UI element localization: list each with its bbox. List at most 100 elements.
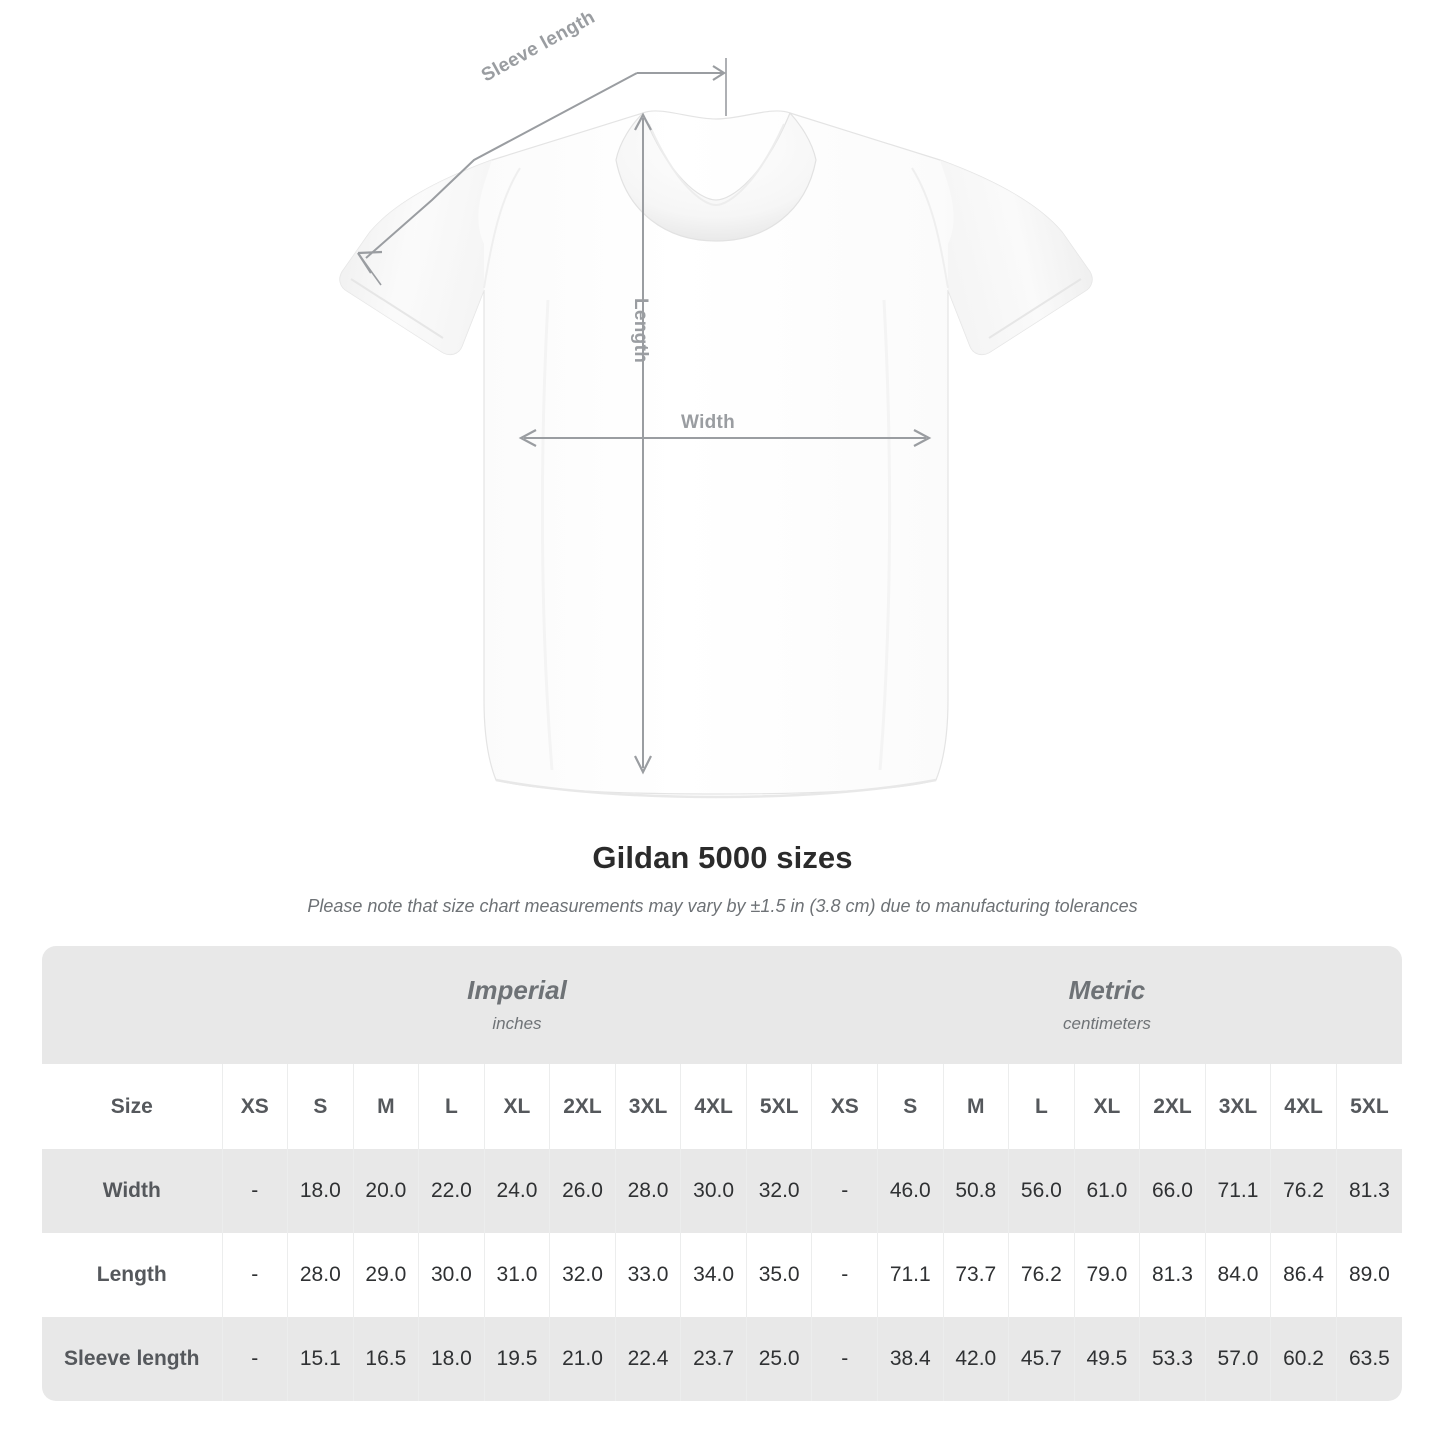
measurement-cell: 35.0: [745, 1233, 812, 1317]
table-row: Width -18.0 20.0 22.0 24.0 26.0 28.0 30.0 32.0-4…: [42, 1149, 1402, 1233]
table-row: Length -28.0 29.0 30.0 31.0 32.0 33.0 34.0 35.0-…: [42, 1233, 1402, 1317]
measurement-cell: 15.1: [287, 1317, 354, 1401]
measurement-cell: 18.0: [287, 1149, 354, 1233]
measurement-cell: 46.0: [876, 1149, 944, 1233]
measurement-cell: 63.5: [1335, 1317, 1402, 1401]
measurement-cell: 34.0: [680, 1233, 747, 1317]
size-column-header: 2XL: [549, 1064, 616, 1149]
measurement-cell: 57.0: [1204, 1317, 1271, 1401]
size-column-header: 5XL: [745, 1064, 812, 1149]
length-label: Length: [630, 298, 651, 364]
unit-banner-row: Imperial inches Metric centimeters: [42, 946, 1402, 1064]
tshirt-diagram: Sleeve length Length Width: [339, 6, 1093, 799]
measurement-cell: 81.3: [1139, 1233, 1206, 1317]
measurement-cell: 81.3: [1335, 1149, 1402, 1233]
measurement-cell: 31.0: [483, 1233, 550, 1317]
measurement-cell: 21.0: [549, 1317, 616, 1401]
row-header-width: Width: [42, 1149, 222, 1233]
measurement-cell: 56.0: [1008, 1149, 1075, 1233]
title-block: Gildan 5000 sizes Please note that size …: [0, 840, 1445, 917]
measurement-cell: 19.5: [483, 1317, 550, 1401]
measurement-cell: -: [811, 1233, 878, 1317]
sleeve-length-guide: [357, 58, 727, 286]
measurement-cell: 76.2: [1008, 1233, 1075, 1317]
measurement-cell: 61.0: [1073, 1149, 1140, 1233]
length-guide: [634, 112, 652, 775]
unit-group-metric: Metric centimeters: [811, 946, 1402, 1064]
size-column-header: 4XL: [680, 1064, 747, 1149]
size-column-header: XS: [811, 1064, 878, 1149]
size-column-header: XL: [1073, 1064, 1140, 1149]
measurement-cell: 50.8: [942, 1149, 1009, 1233]
measurement-cell: 22.4: [614, 1317, 681, 1401]
measurement-cell: 53.3: [1139, 1317, 1206, 1401]
measurement-cell: 66.0: [1139, 1149, 1206, 1233]
size-column-header: S: [287, 1064, 354, 1149]
size-column-header: 2XL: [1139, 1064, 1206, 1149]
measurement-cell: 73.7: [942, 1233, 1009, 1317]
measurement-cell: 25.0: [745, 1317, 812, 1401]
measurement-cell: 32.0: [549, 1233, 616, 1317]
measurement-cell: 49.5: [1073, 1317, 1140, 1401]
measurement-cell: 26.0: [549, 1149, 616, 1233]
tshirt-illustration: [339, 58, 1093, 799]
measurement-cell: 89.0: [1335, 1233, 1402, 1317]
size-column-header: L: [1008, 1064, 1075, 1149]
measurement-cell: -: [221, 1317, 288, 1401]
measurement-cell: 84.0: [1204, 1233, 1271, 1317]
size-column-header: 3XL: [614, 1064, 681, 1149]
measurement-cell: 45.7: [1008, 1317, 1075, 1401]
measurement-cell: 32.0: [745, 1149, 812, 1233]
measurement-cell: 29.0: [352, 1233, 419, 1317]
measurement-cell: 20.0: [352, 1149, 419, 1233]
unit-subtitle: inches: [492, 1013, 542, 1033]
measurement-cell: 16.5: [352, 1317, 419, 1401]
measurement-cell: 33.0: [614, 1233, 681, 1317]
measurement-cell: 22.0: [418, 1149, 485, 1233]
size-header-row: Size XS S M L XL 2XL 3XL 4XL 5XL XS S M L XL 2XL 3XL 4XL 5…: [42, 1064, 1402, 1149]
measurement-cell: -: [221, 1149, 288, 1233]
measurement-cell: 79.0: [1073, 1233, 1140, 1317]
size-column-header: 3XL: [1204, 1064, 1271, 1149]
row-header-sleeve-length: Sleeve length: [42, 1317, 222, 1401]
measurement-cell: 42.0: [942, 1317, 1009, 1401]
shirt-body: [339, 110, 1093, 799]
size-column-header: L: [418, 1064, 485, 1149]
measurement-cell: 71.1: [1204, 1149, 1271, 1233]
size-column-header: 4XL: [1270, 1064, 1337, 1149]
unit-subtitle: centimeters: [1063, 1013, 1151, 1033]
size-column-header: 5XL: [1335, 1064, 1402, 1149]
table-row: Sleeve length -15.1 16.5 18.0 19.5 21.0 22.4 23…: [42, 1317, 1402, 1401]
size-column-header: M: [942, 1064, 1009, 1149]
size-column-header: S: [876, 1064, 944, 1149]
measurement-cell: 38.4: [876, 1317, 944, 1401]
measurement-cell: 71.1: [876, 1233, 944, 1317]
measurement-cell: 60.2: [1270, 1317, 1337, 1401]
size-column-header: M: [352, 1064, 419, 1149]
measurement-cell: 18.0: [418, 1317, 485, 1401]
measurement-cell: -: [811, 1149, 878, 1233]
measurement-cell: 30.0: [418, 1233, 485, 1317]
size-table: Imperial inches Metric centimeters Size XS S M L…: [42, 946, 1402, 1401]
tolerance-note: Please note that size chart measurements…: [307, 896, 1138, 916]
size-column-header: XL: [483, 1064, 550, 1149]
measurement-guides: [357, 58, 932, 775]
measurement-cell: -: [811, 1317, 878, 1401]
measurement-cell: 28.0: [614, 1149, 681, 1233]
measurement-cell: -: [221, 1233, 288, 1317]
measurement-cell: 76.2: [1270, 1149, 1337, 1233]
unit-name: Metric: [1068, 975, 1146, 1006]
size-column-header: XS: [221, 1064, 288, 1149]
page-title: Gildan 5000 sizes: [592, 840, 853, 875]
size-chart-table: Imperial inches Metric centimeters Size XS S M L…: [42, 946, 1402, 1401]
width-guide: [518, 429, 932, 447]
measurement-cell: 28.0: [287, 1233, 354, 1317]
unit-name: Imperial: [467, 975, 567, 1006]
measurement-cell: 30.0: [680, 1149, 747, 1233]
measurement-cell: 86.4: [1270, 1233, 1337, 1317]
width-label: Width: [681, 412, 736, 433]
measurement-cell: 23.7: [680, 1317, 747, 1401]
unit-group-imperial: Imperial inches: [222, 946, 812, 1064]
unit-banner-spacer: [42, 946, 222, 1064]
measurement-cell: 24.0: [483, 1149, 550, 1233]
